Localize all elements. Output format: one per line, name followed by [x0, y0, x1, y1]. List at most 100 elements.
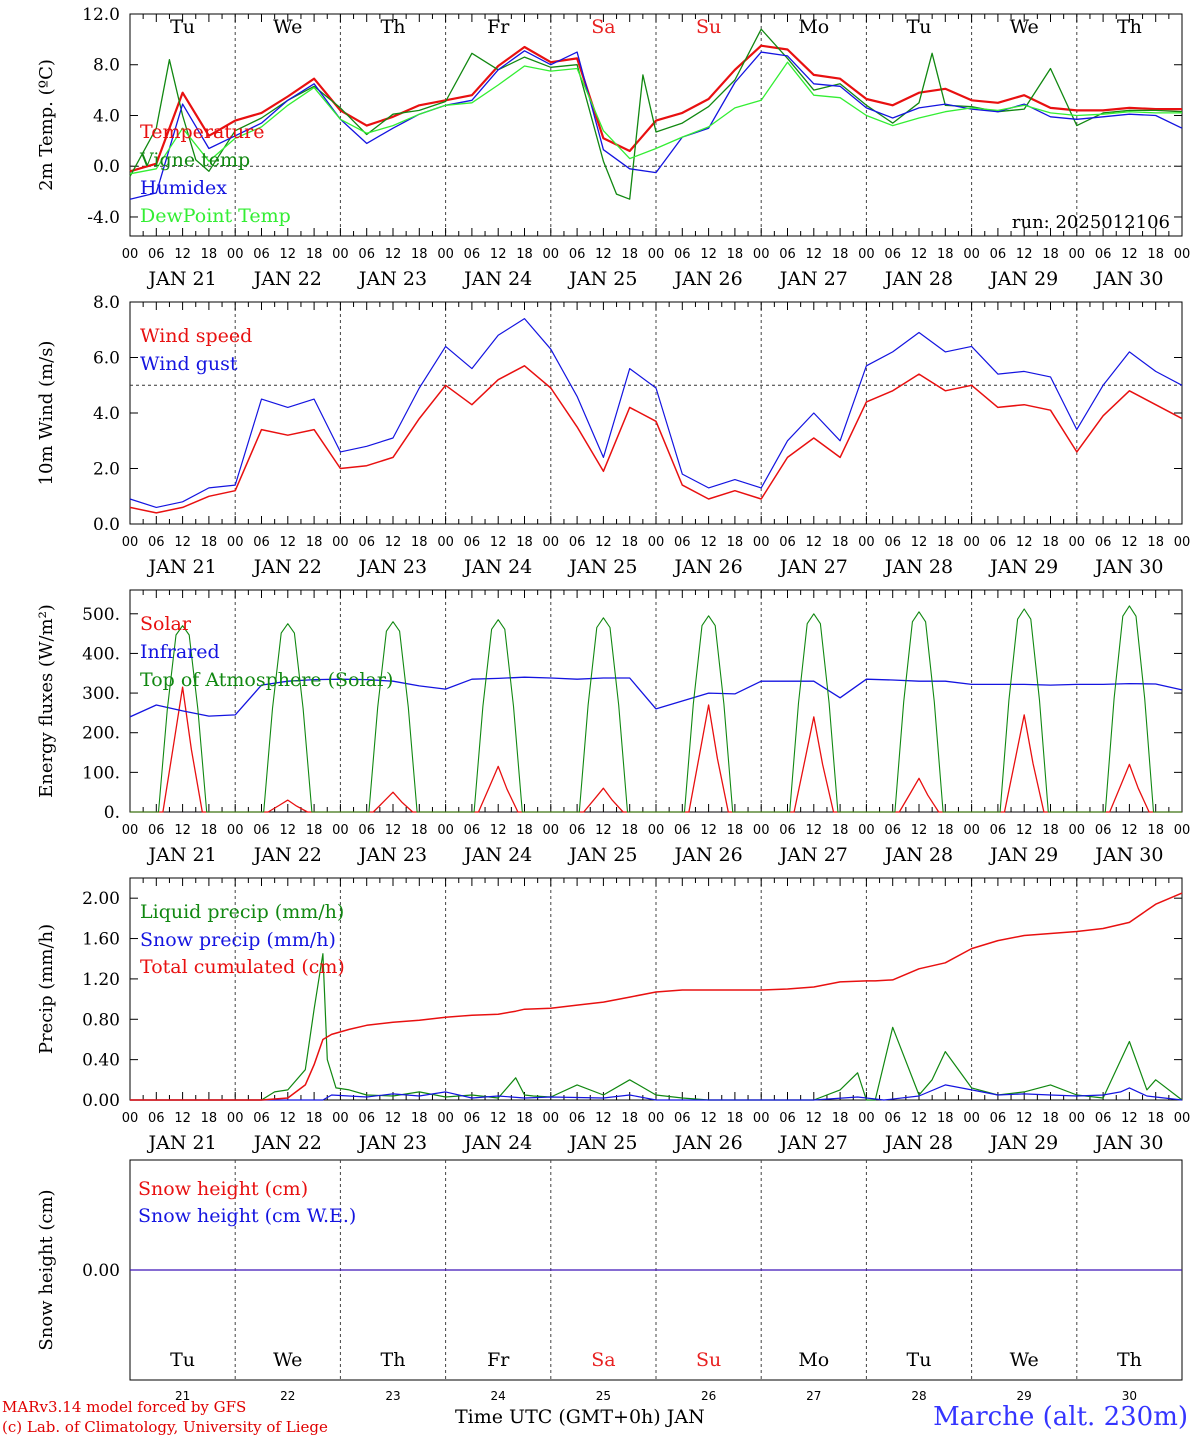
- temperature-ytick-label: 12.0: [82, 5, 120, 25]
- precip-panel: [129, 877, 1183, 1101]
- precip-hour-label: 06: [1095, 1111, 1112, 1126]
- snow-day-number: 25: [596, 1389, 611, 1403]
- snow-day-number: 30: [1122, 1389, 1137, 1403]
- snow-weekday-label: Mo: [798, 1349, 829, 1371]
- wind-hour-label: 00: [437, 535, 454, 550]
- wind-hour-label: 12: [1016, 535, 1033, 550]
- temperature-legend-item: Temperature: [140, 121, 264, 143]
- energy-date-label: JAN 24: [462, 844, 532, 866]
- energy-ytick-label: 200.: [82, 724, 120, 744]
- precip-series-total-cumulated-cm-: [130, 892, 1183, 1101]
- energy-hour-label: 12: [806, 823, 823, 838]
- energy-hour-label: 06: [674, 823, 691, 838]
- wind-ylabel: 10m Wind (m/s): [36, 341, 57, 486]
- energy-hour-label: 18: [1042, 823, 1059, 838]
- precip-date-label: JAN 26: [673, 1132, 743, 1154]
- temperature-ytick-label: -4.0: [87, 208, 120, 228]
- precip-legend-item: Total cumulated (cm): [140, 956, 345, 978]
- temperature-date-label: JAN 28: [883, 268, 953, 290]
- temperature-hour-label: 06: [358, 247, 375, 262]
- wind-hour-label: 06: [569, 535, 586, 550]
- temperature-hour-label: 06: [1095, 247, 1112, 262]
- precip-hour-label: 12: [280, 1111, 297, 1126]
- snow-day-number: 28: [911, 1389, 926, 1403]
- wind-hour-label: 12: [1121, 535, 1138, 550]
- temperature-hour-label: 12: [806, 247, 823, 262]
- energy-legend-item: Top of Atmosphere (Solar): [140, 669, 393, 691]
- snow-ytick-label: 0.00: [82, 1261, 120, 1281]
- precip-hour-label: 06: [358, 1111, 375, 1126]
- wind-hour-label: 18: [727, 535, 744, 550]
- temperature-hour-label: 12: [1121, 247, 1138, 262]
- temperature-hour-label: 12: [490, 247, 507, 262]
- energy-hour-label: 06: [779, 823, 796, 838]
- wind-hour-label: 00: [1174, 535, 1191, 550]
- wind-ytick-label: 0.0: [93, 515, 120, 535]
- precip-ytick-label: 1.60: [82, 930, 120, 950]
- footer-station-label: Marche (alt. 230m): [933, 1402, 1188, 1432]
- precip-hour-label: 18: [1042, 1111, 1059, 1126]
- energy-hour-label: 18: [621, 823, 638, 838]
- wind-ytick-label: 2.0: [93, 460, 120, 480]
- energy-hour-label: 18: [411, 823, 428, 838]
- energy-hour-label: 12: [385, 823, 402, 838]
- wind-hour-label: 18: [1042, 535, 1059, 550]
- precip-hour-label: 06: [779, 1111, 796, 1126]
- temperature-panel: [129, 13, 1183, 237]
- energy-hour-label: 06: [990, 823, 1007, 838]
- wind-legend-item: Wind gust: [140, 353, 238, 375]
- temperature-hour-label: 00: [227, 247, 244, 262]
- snow-day-number: 22: [280, 1389, 295, 1403]
- wind-hour-label: 00: [648, 535, 665, 550]
- snow-weekday-label: Th: [381, 1349, 406, 1371]
- precip-hour-label: 12: [1121, 1111, 1138, 1126]
- wind-hour-label: 00: [858, 535, 875, 550]
- energy-date-label: JAN 27: [778, 844, 848, 866]
- wind-hour-label: 12: [595, 535, 612, 550]
- snow-weekday-label: Tu: [170, 1349, 195, 1371]
- precip-hour-label: 00: [648, 1111, 665, 1126]
- energy-hour-label: 12: [1016, 823, 1033, 838]
- precip-ytick-label: 0.40: [82, 1051, 120, 1071]
- temperature-hour-label: 12: [700, 247, 717, 262]
- energy-hour-label: 00: [753, 823, 770, 838]
- energy-date-label: JAN 25: [567, 844, 637, 866]
- energy-hour-label: 06: [569, 823, 586, 838]
- precip-hour-label: 06: [674, 1111, 691, 1126]
- energy-ytick-label: 300.: [82, 684, 120, 704]
- wind-ytick-label: 6.0: [93, 349, 120, 369]
- precip-hour-label: 00: [1174, 1111, 1191, 1126]
- temperature-legend-item: DewPoint Temp: [140, 205, 291, 227]
- precip-legend-item: Liquid precip (mm/h): [140, 901, 344, 923]
- temperature-hour-label: 00: [543, 247, 560, 262]
- wind-hour-label: 18: [937, 535, 954, 550]
- wind-hour-label: 00: [753, 535, 770, 550]
- energy-hour-label: 18: [516, 823, 533, 838]
- precip-ytick-label: 0.80: [82, 1010, 120, 1030]
- wind-hour-label: 12: [911, 535, 928, 550]
- temperature-hour-label: 06: [569, 247, 586, 262]
- temperature-hour-label: 00: [1174, 247, 1191, 262]
- temperature-hour-label: 12: [385, 247, 402, 262]
- wind-hour-label: 00: [122, 535, 139, 550]
- temperature-date-label: JAN 22: [252, 268, 322, 290]
- snow-day-number: 21: [175, 1389, 190, 1403]
- precip-hour-label: 18: [937, 1111, 954, 1126]
- temperature-date-label: JAN 26: [673, 268, 743, 290]
- precip-hour-label: 06: [990, 1111, 1007, 1126]
- wind-hour-label: 12: [385, 535, 402, 550]
- precip-hour-label: 12: [1016, 1111, 1033, 1126]
- temperature-date-label: JAN 21: [147, 268, 217, 290]
- wind-hour-label: 06: [464, 535, 481, 550]
- wind-series-wind-gust: [129, 318, 1183, 508]
- temperature-hour-label: 18: [306, 247, 323, 262]
- temperature-series-dewpoint-temp: [129, 61, 1182, 175]
- temperature-hour-label: 06: [464, 247, 481, 262]
- temperature-legend-item: Vigne temp: [139, 149, 250, 171]
- snow-weekday-label: Fr: [487, 1349, 510, 1371]
- wind-panel: [129, 301, 1183, 525]
- precip-hour-label: 06: [884, 1111, 901, 1126]
- energy-hour-label: 06: [464, 823, 481, 838]
- precip-hour-label: 00: [858, 1111, 875, 1126]
